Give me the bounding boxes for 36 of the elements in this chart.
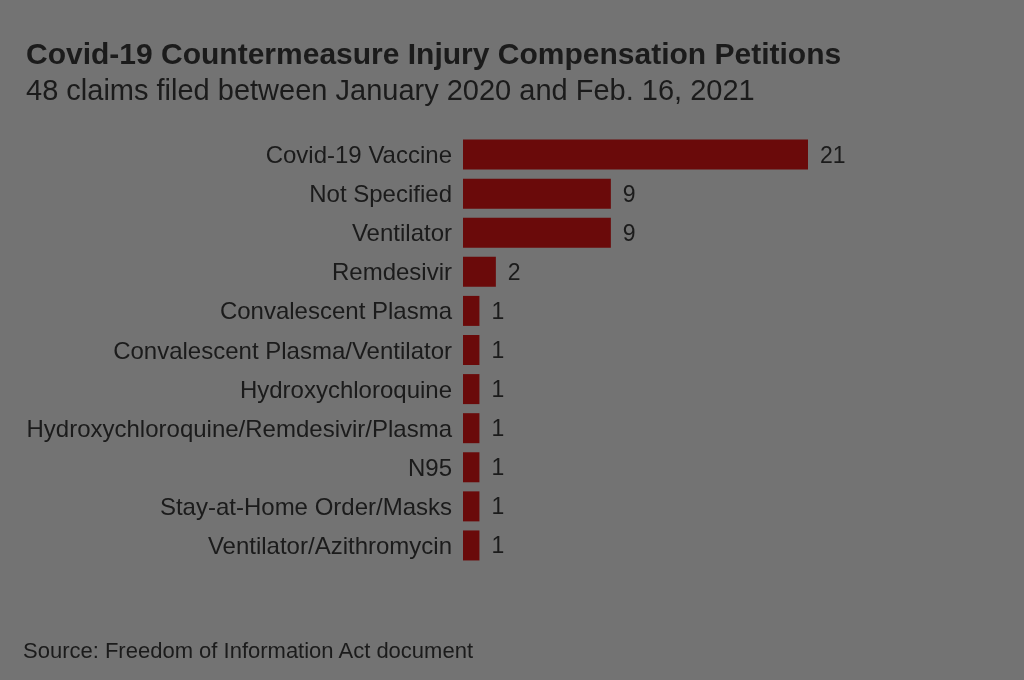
source-note: Source: Freedom of Information Act document [23,637,474,663]
data-label: 1 [491,532,505,559]
bar [463,491,480,522]
y-tick-label: Convalescent Plasma/Ventilator [113,336,452,364]
bar [463,295,480,326]
data-label: 1 [491,454,505,481]
y-tick-label: N95 [407,453,452,481]
bar [463,530,480,561]
data-label: 21 [820,141,846,168]
data-label: 9 [622,219,636,246]
data-label: 2 [507,258,521,285]
bar [463,256,496,287]
data-label: 1 [491,337,505,363]
y-tick-label: Hydroxychloroquine/Remdesivir/Plasma [26,414,453,442]
chart-title: Covid-19 Countermeasure Injury Compensation Petitions [26,36,842,70]
bar [463,413,480,444]
y-tick-label: Not Specified [309,180,452,208]
y-tick-label: Remdesivir [331,258,452,286]
bar [463,217,611,248]
y-tick-label: Ventilator/Azithromycin [207,531,452,559]
y-tick-label: Ventilator [351,219,452,247]
bar [463,374,480,405]
data-label: 1 [491,297,505,324]
y-tick-label: Covid-19 Vaccine [265,141,452,169]
bar [463,178,611,209]
data-label: 9 [622,180,636,207]
bar [463,452,480,483]
y-tick-label: Stay-at-Home Order/Masks [159,492,452,520]
chart-subtitle: 48 claims filed between January 2020 and Feb. 16, 2021 [26,73,755,106]
bar [463,335,480,365]
bar [463,139,808,170]
data-label: 1 [491,376,505,403]
data-label: 1 [491,493,505,520]
y-tick-label: Hydroxychloroquine [239,375,452,403]
y-tick-label: Convalescent Plasma [219,297,453,325]
data-label: 1 [491,415,505,442]
